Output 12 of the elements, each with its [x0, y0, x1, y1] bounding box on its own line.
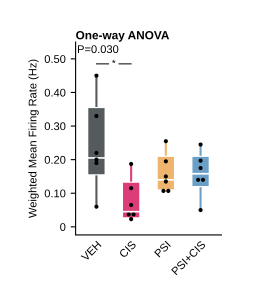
x-tick-label: CIS	[118, 240, 137, 258]
x-tick-label: PSI	[154, 240, 171, 258]
y-tick-label: 0	[60, 223, 66, 231]
annotation: *	[112, 60, 116, 64]
y-tick-label: 0.30	[44, 122, 66, 130]
chart-title: One-way ANOVA	[76, 31, 170, 42]
y-tick-label: 0.10	[44, 190, 66, 198]
annotation: P=0.030	[78, 45, 118, 54]
y-tick-label: 0.20	[44, 156, 66, 164]
y-axis-title: Weighted Mean Firing Rate (Hz)	[28, 60, 39, 218]
y-tick-label: 0.40	[44, 88, 66, 97]
y-tick-label: 0.50	[44, 55, 66, 63]
